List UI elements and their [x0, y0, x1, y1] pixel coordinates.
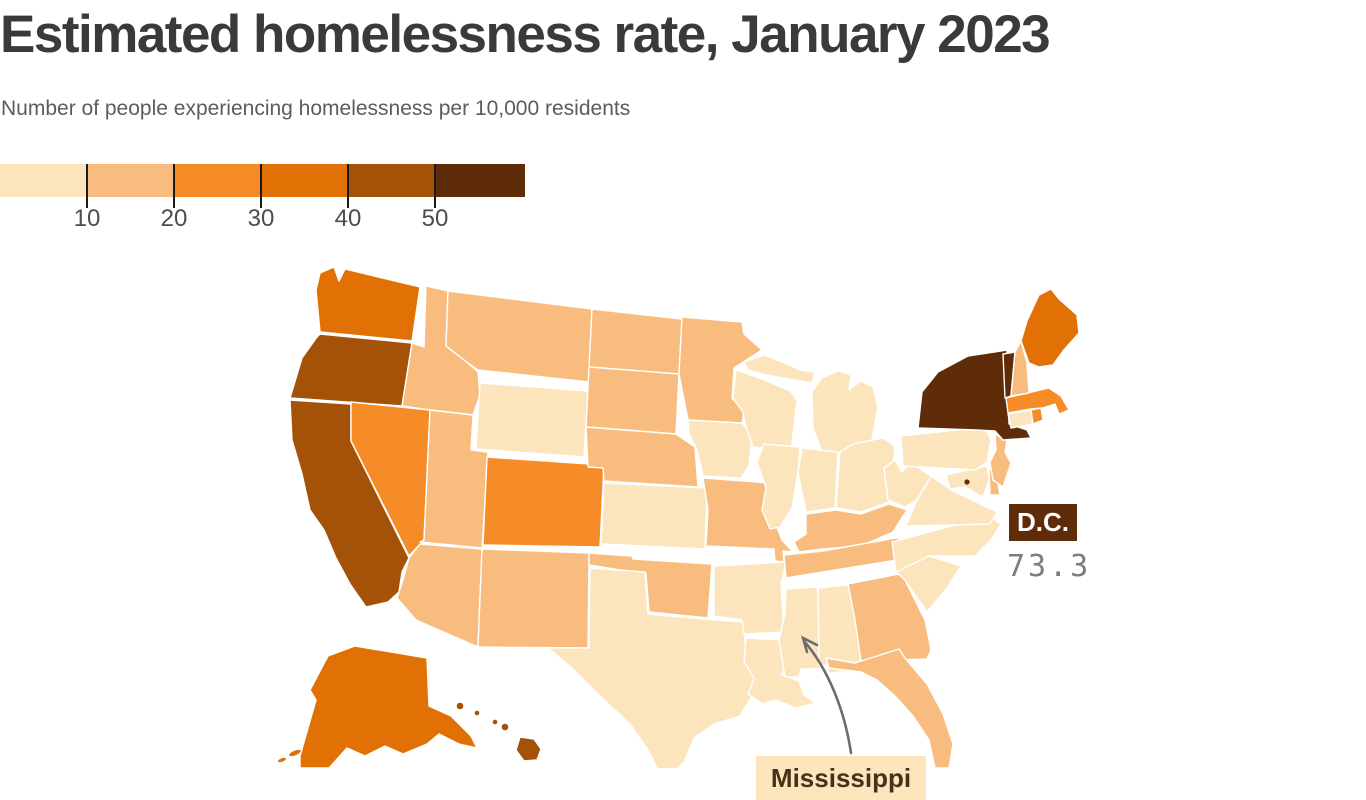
state-TX[interactable]: [547, 567, 758, 768]
state-AK[interactable]: [287, 748, 303, 759]
state-NE[interactable]: [585, 426, 699, 488]
mississippi-callout-arrow: [802, 639, 853, 755]
state-CO[interactable]: [482, 456, 605, 548]
state-AZ[interactable]: [396, 543, 483, 648]
state-RI[interactable]: [1030, 407, 1044, 425]
state-NM[interactable]: [477, 548, 590, 649]
legend-tick: [173, 164, 175, 208]
dc-value: 73.3: [1007, 549, 1092, 584]
state-KS[interactable]: [600, 482, 708, 550]
legend-tick-label: 20: [160, 205, 188, 232]
mississippi-badge: Mississippi: [756, 756, 926, 800]
state-ME[interactable]: [1020, 288, 1080, 368]
legend-swatch: [0, 164, 87, 197]
legend-swatch: [261, 164, 348, 197]
legend-swatch: [348, 164, 435, 197]
mississippi-arrowhead: [800, 635, 819, 654]
legend: [0, 164, 530, 239]
state-WA[interactable]: [315, 266, 421, 342]
state-MI[interactable]: [743, 354, 816, 384]
state-KY[interactable]: [793, 503, 908, 553]
state-AK[interactable]: [299, 645, 478, 768]
dc-badge: D.C.: [1009, 504, 1077, 541]
state-WY[interactable]: [475, 382, 589, 458]
state-MN[interactable]: [678, 316, 763, 425]
state-FL[interactable]: [825, 648, 954, 768]
state-IN[interactable]: [797, 447, 839, 513]
state-HI[interactable]: [491, 718, 499, 726]
state-HI[interactable]: [473, 709, 481, 717]
legend-tick-label: 40: [334, 205, 362, 232]
page-title: Estimated homelessness rate, January 202…: [0, 5, 1051, 64]
state-ND[interactable]: [588, 308, 683, 375]
legend-swatch: [435, 164, 525, 197]
legend-tick: [347, 164, 349, 208]
legend-tick: [86, 164, 88, 208]
state-HI[interactable]: [500, 722, 510, 732]
state-IA[interactable]: [687, 419, 753, 479]
state-IL[interactable]: [756, 443, 801, 530]
legend-swatch: [87, 164, 174, 197]
legend-color-bar: [0, 164, 525, 197]
legend-tick-label: 50: [421, 205, 449, 232]
state-AK[interactable]: [276, 756, 288, 764]
state-OR[interactable]: [289, 333, 413, 407]
state-PA[interactable]: [900, 426, 992, 471]
legend-swatch: [174, 164, 261, 197]
legend-tick-label: 10: [73, 205, 101, 232]
legend-tick-label: 30: [247, 205, 275, 232]
legend-tick: [260, 164, 262, 208]
us-choropleth-map: [276, 266, 1080, 768]
state-NJ[interactable]: [989, 433, 1012, 488]
legend-tick: [434, 164, 436, 208]
page-subtitle: Number of people experiencing homelessne…: [1, 97, 631, 120]
dc-marker-dot[interactable]: [964, 479, 970, 485]
state-SD[interactable]: [585, 366, 680, 435]
state-HI[interactable]: [515, 736, 542, 762]
state-HI[interactable]: [455, 701, 465, 711]
state-NH[interactable]: [1010, 340, 1030, 397]
dc-badge-label: D.C.: [1017, 507, 1069, 537]
state-OK[interactable]: [588, 552, 713, 619]
